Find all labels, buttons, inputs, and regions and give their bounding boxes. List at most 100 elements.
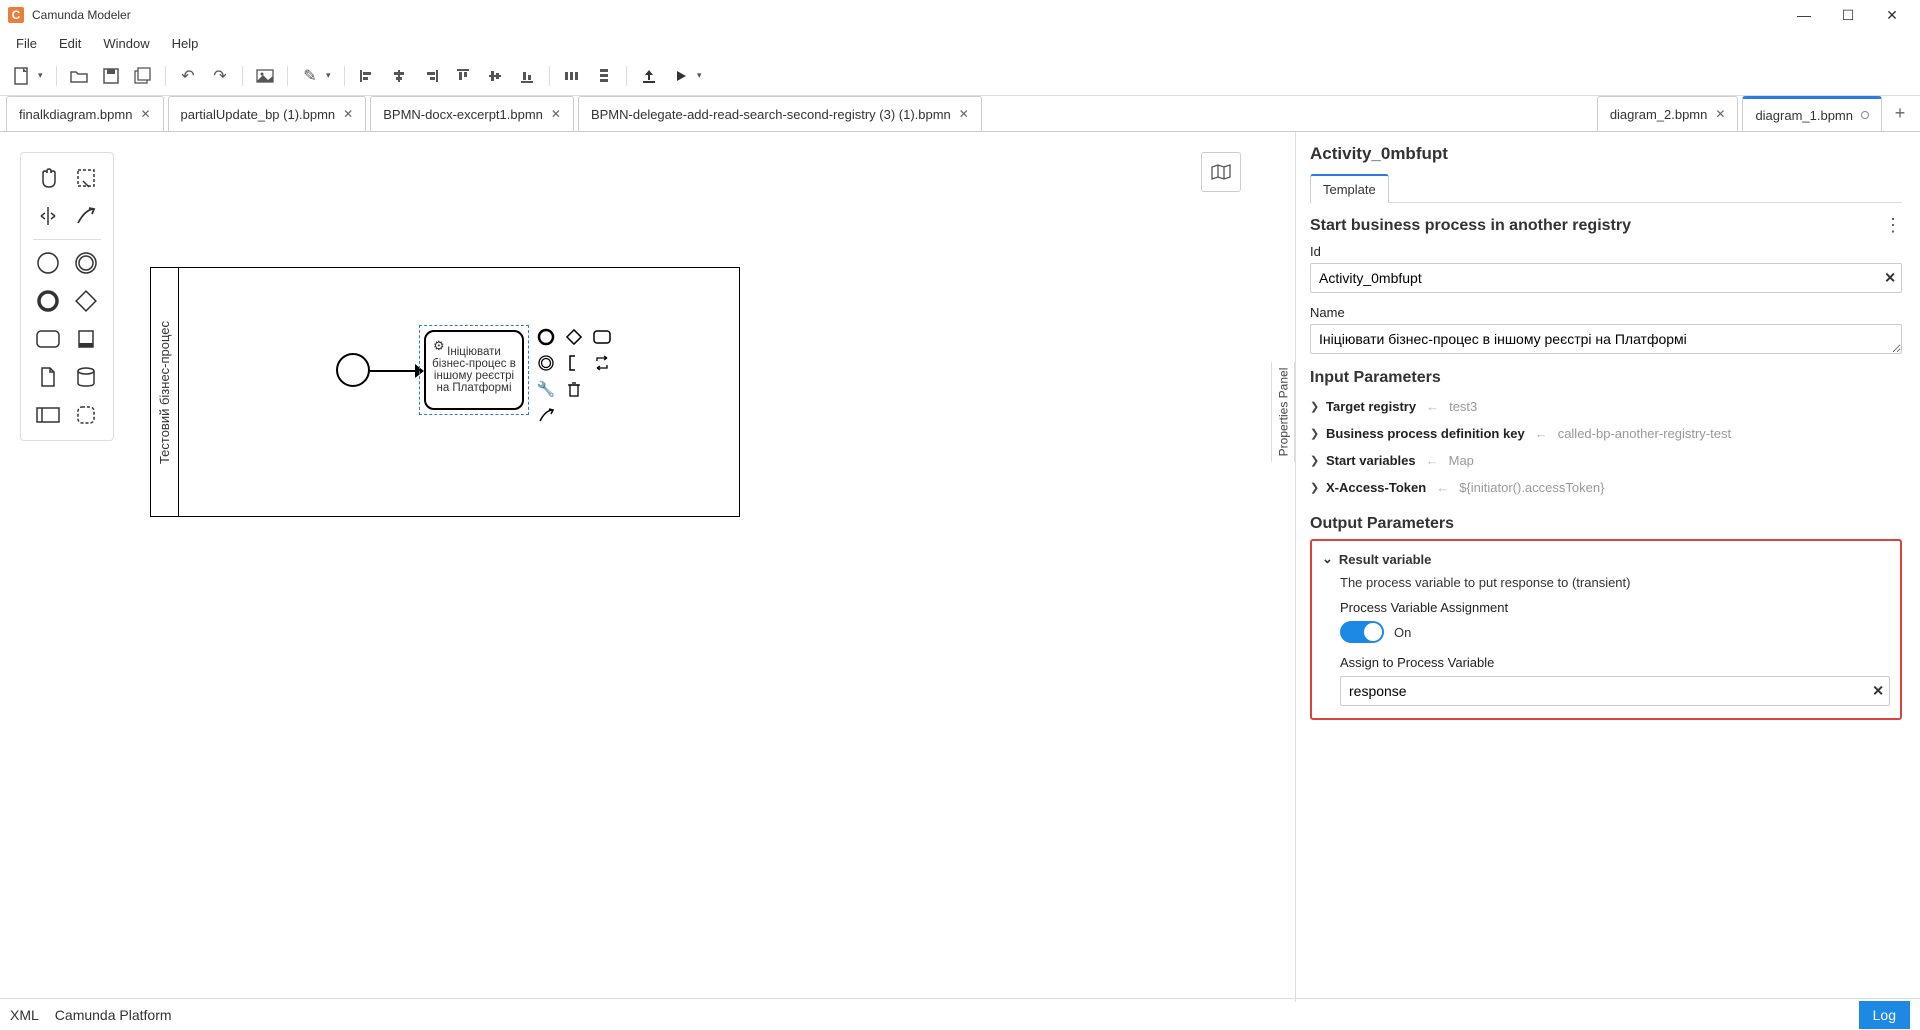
ctx-intermediate-event-icon[interactable] bbox=[535, 352, 557, 374]
run-icon[interactable] bbox=[667, 62, 695, 90]
pool-label: Тестовий бізнес-процес bbox=[151, 268, 179, 516]
intermediate-event-icon[interactable] bbox=[72, 249, 100, 277]
param-row[interactable]: ❯ Start variables ← Map bbox=[1310, 447, 1902, 474]
pva-label: Process Variable Assignment bbox=[1322, 600, 1890, 615]
template-title: Start business process in another regist… bbox=[1310, 217, 1631, 235]
ctx-annotation-icon[interactable] bbox=[563, 352, 585, 374]
data-object-icon[interactable] bbox=[34, 363, 62, 391]
menu-help[interactable]: Help bbox=[162, 32, 209, 55]
data-store-cylinder-icon[interactable] bbox=[72, 363, 100, 391]
align-center-h-icon[interactable] bbox=[385, 62, 413, 90]
file-tab-active[interactable]: diagram_1.bpmn bbox=[1742, 96, 1882, 131]
run-dropdown[interactable]: ▾ bbox=[697, 70, 707, 81]
name-label: Name bbox=[1310, 305, 1902, 320]
result-variable-toggle[interactable]: ⌄ Result variable bbox=[1322, 547, 1890, 575]
deploy-icon[interactable] bbox=[635, 62, 663, 90]
open-file-icon[interactable] bbox=[65, 62, 93, 90]
space-tool-icon[interactable] bbox=[34, 202, 62, 230]
param-row[interactable]: ❯ Target registry ← test3 bbox=[1310, 393, 1902, 420]
ctx-connect-icon[interactable] bbox=[535, 404, 557, 426]
file-tab[interactable]: partialUpdate_bp (1).bpmn✕ bbox=[168, 96, 367, 131]
bpmn-task-selected[interactable]: ⚙ Ініціювати бізнес-процес в іншому реєс… bbox=[424, 330, 524, 410]
data-store-icon[interactable] bbox=[72, 325, 100, 353]
menu-edit[interactable]: Edit bbox=[49, 32, 91, 55]
bpmn-start-event[interactable] bbox=[336, 353, 370, 387]
chevron-right-icon: ❯ bbox=[1310, 481, 1320, 494]
tab-template[interactable]: Template bbox=[1310, 174, 1389, 203]
ctx-gateway-icon[interactable] bbox=[563, 326, 585, 348]
align-left-icon[interactable] bbox=[353, 62, 381, 90]
menu-window[interactable]: Window bbox=[93, 32, 159, 55]
title-bar: C Camunda Modeler — ☐ ✕ bbox=[0, 0, 1920, 30]
lasso-tool-icon[interactable] bbox=[72, 164, 100, 192]
color-dropdown[interactable]: ▾ bbox=[326, 70, 336, 81]
start-event-icon[interactable] bbox=[34, 249, 62, 277]
pva-toggle[interactable] bbox=[1340, 621, 1384, 643]
redo-icon[interactable]: ↷ bbox=[206, 62, 234, 90]
align-middle-icon[interactable] bbox=[481, 62, 509, 90]
undo-icon[interactable]: ↶ bbox=[174, 62, 202, 90]
param-row[interactable]: ❯ Business process definition key ← call… bbox=[1310, 420, 1902, 447]
more-menu-icon[interactable]: ⋮ bbox=[1884, 215, 1902, 236]
status-xml[interactable]: XML bbox=[10, 1007, 39, 1023]
window-close-button[interactable]: ✕ bbox=[1872, 1, 1912, 29]
diagram-canvas[interactable]: Тестовий бізнес-процес ⚙ Ініціювати бізн… bbox=[0, 132, 1271, 1002]
tab-label: finalkdiagram.bpmn bbox=[19, 107, 132, 122]
minimap-button[interactable] bbox=[1201, 152, 1241, 192]
ctx-wrench-icon[interactable]: 🔧 bbox=[535, 378, 557, 400]
close-icon[interactable]: ✕ bbox=[959, 107, 969, 121]
log-button[interactable]: Log bbox=[1859, 1001, 1910, 1029]
close-icon[interactable]: ✕ bbox=[140, 107, 150, 121]
file-tab[interactable]: finalkdiagram.bpmn ✕ bbox=[6, 96, 164, 131]
add-tab-button[interactable]: + bbox=[1886, 96, 1914, 131]
new-file-dropdown[interactable]: ▾ bbox=[38, 70, 48, 81]
align-top-icon[interactable] bbox=[449, 62, 477, 90]
window-maximize-button[interactable]: ☐ bbox=[1828, 1, 1868, 29]
id-input[interactable] bbox=[1310, 263, 1902, 293]
distribute-v-icon[interactable] bbox=[590, 62, 618, 90]
close-icon[interactable]: ✕ bbox=[343, 107, 353, 121]
distribute-h-icon[interactable] bbox=[558, 62, 586, 90]
file-tab[interactable]: BPMN-docx-excerpt1.bpmn ✕ bbox=[370, 96, 574, 131]
participant-icon[interactable] bbox=[34, 401, 62, 429]
element-heading: Activity_0mbfupt bbox=[1310, 144, 1902, 164]
file-tab[interactable]: BPMN-delegate-add-read-search-second-reg… bbox=[578, 96, 982, 131]
name-input[interactable]: Ініціювати бізнес-процес в іншому реєстр… bbox=[1310, 324, 1902, 354]
end-event-icon[interactable] bbox=[34, 287, 62, 315]
ctx-replace-icon[interactable] bbox=[591, 352, 613, 374]
file-tab[interactable]: diagram_2.bpmn✕ bbox=[1597, 96, 1739, 131]
group-icon[interactable] bbox=[72, 401, 100, 429]
image-icon[interactable] bbox=[251, 62, 279, 90]
bpmn-pool[interactable]: Тестовий бізнес-процес ⚙ Ініціювати бізн… bbox=[150, 267, 740, 517]
chevron-right-icon: ❯ bbox=[1310, 400, 1320, 413]
connect-tool-icon[interactable] bbox=[72, 202, 100, 230]
window-minimize-button[interactable]: — bbox=[1784, 1, 1824, 29]
param-row[interactable]: ❯ X-Access-Token ← ${initiator().accessT… bbox=[1310, 474, 1902, 501]
close-icon[interactable]: ✕ bbox=[1715, 107, 1725, 121]
ctx-delete-icon[interactable] bbox=[563, 378, 585, 400]
menu-file[interactable]: File bbox=[6, 32, 47, 55]
arrow-icon: ← bbox=[1426, 399, 1439, 414]
assign-input[interactable] bbox=[1340, 676, 1890, 706]
align-bottom-icon[interactable] bbox=[513, 62, 541, 90]
id-label: Id bbox=[1310, 244, 1902, 259]
align-right-icon[interactable] bbox=[417, 62, 445, 90]
tab-label: BPMN-docx-excerpt1.bpmn bbox=[383, 107, 543, 122]
tab-bar: finalkdiagram.bpmn ✕ partialUpdate_bp (1)… bbox=[0, 96, 1920, 132]
clear-icon[interactable]: ✕ bbox=[1884, 270, 1896, 287]
hand-tool-icon[interactable] bbox=[34, 164, 62, 192]
status-platform[interactable]: Camunda Platform bbox=[55, 1007, 172, 1023]
menu-bar: File Edit Window Help bbox=[0, 30, 1920, 56]
new-file-icon[interactable] bbox=[8, 62, 36, 90]
task-icon[interactable] bbox=[34, 325, 62, 353]
ctx-end-event-icon[interactable] bbox=[535, 326, 557, 348]
save-all-icon[interactable] bbox=[129, 62, 157, 90]
close-icon[interactable]: ✕ bbox=[551, 107, 561, 121]
ctx-task-icon[interactable] bbox=[591, 326, 613, 348]
properties-panel-toggle[interactable]: Properties Panel bbox=[1271, 362, 1295, 462]
toolbar: ▾ ↶ ↷ ✎ ▾ ▾ bbox=[0, 56, 1920, 96]
gateway-icon[interactable] bbox=[72, 287, 100, 315]
color-dropper-icon[interactable]: ✎ bbox=[296, 62, 324, 90]
save-icon[interactable] bbox=[97, 62, 125, 90]
clear-icon[interactable]: ✕ bbox=[1872, 683, 1884, 700]
